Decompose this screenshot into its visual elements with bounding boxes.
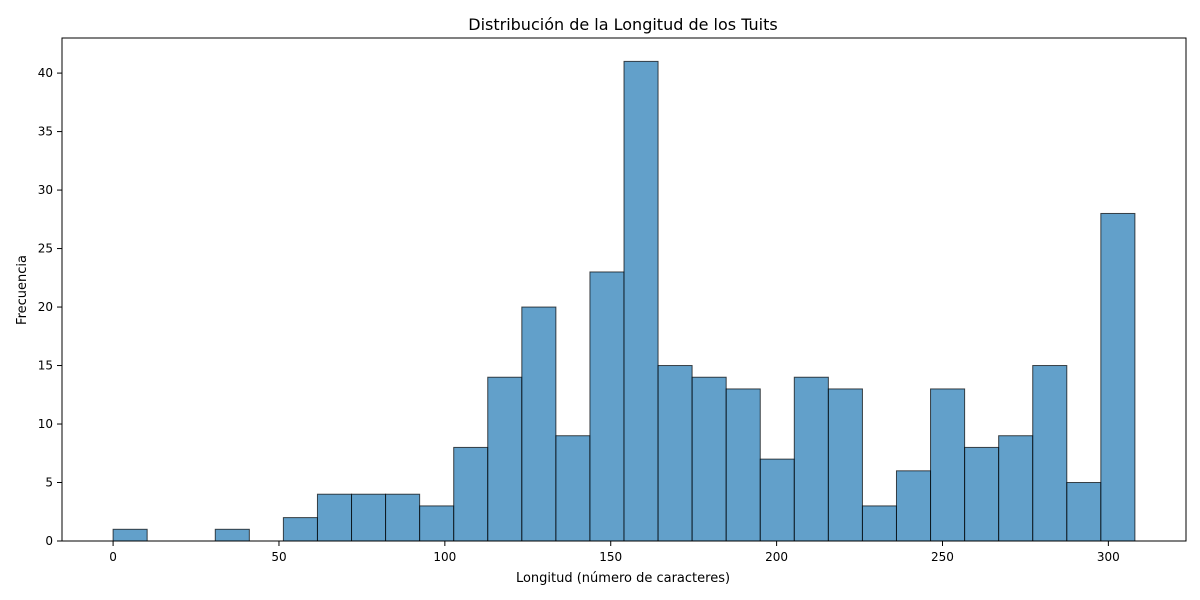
x-tick-label: 150 <box>599 550 622 564</box>
histogram-bar <box>725 388 761 542</box>
histogram-bar <box>316 493 353 542</box>
histogram-bar <box>623 60 659 542</box>
histogram-bar <box>521 306 557 542</box>
bars-group <box>112 60 1136 542</box>
histogram-bar <box>964 446 1000 542</box>
y-tick-label: 15 <box>38 359 53 373</box>
histogram-bar <box>282 517 318 542</box>
y-tick-label: 20 <box>38 300 53 314</box>
histogram-bar <box>453 446 489 542</box>
y-tick-label: 0 <box>45 534 53 548</box>
chart-title: Distribución de la Longitud de los Tuits <box>468 15 777 34</box>
x-axis-label: Longitud (número de caracteres) <box>516 571 730 586</box>
y-tick-label: 5 <box>45 476 53 490</box>
histogram-bar <box>385 493 421 542</box>
histogram-bar <box>998 435 1034 542</box>
histogram-bar <box>487 376 523 542</box>
histogram-bar <box>419 505 455 542</box>
x-tick-label: 300 <box>1097 550 1120 564</box>
x-tick-label: 250 <box>931 550 954 564</box>
histogram-bar <box>691 376 727 542</box>
y-tick-label: 35 <box>38 125 53 139</box>
y-tick-label: 10 <box>38 417 53 431</box>
histogram-bar <box>861 505 897 542</box>
plot-frame <box>61 37 1187 542</box>
x-tick-label: 0 <box>109 550 117 564</box>
histogram-bar <box>589 271 625 542</box>
histogram-bar <box>657 365 693 542</box>
y-tick-label: 30 <box>38 183 53 197</box>
histogram-bar <box>827 388 863 542</box>
histogram-bar <box>1032 365 1068 542</box>
histogram-bar <box>351 493 387 542</box>
histogram-bar <box>1066 482 1102 542</box>
y-tick-label: 40 <box>38 66 53 80</box>
x-axis: 0 50 100 150 200 250 300 <box>109 541 1120 564</box>
histogram-bar <box>112 528 148 542</box>
y-tick-label: 25 <box>38 242 53 256</box>
y-axis: 0 5 10 15 20 25 30 35 40 <box>38 66 62 548</box>
x-tick-label: 50 <box>271 550 286 564</box>
histogram-bar <box>555 435 591 542</box>
histogram-bar <box>759 458 795 542</box>
histogram-bar <box>1100 212 1136 542</box>
histogram-bar <box>930 388 966 542</box>
x-tick-label: 200 <box>765 550 788 564</box>
histogram-bar <box>793 376 829 542</box>
y-axis-label: Frecuencia <box>15 255 30 325</box>
histogram-bar <box>214 528 250 542</box>
histogram-bar <box>895 470 932 542</box>
x-tick-label: 100 <box>433 550 456 564</box>
